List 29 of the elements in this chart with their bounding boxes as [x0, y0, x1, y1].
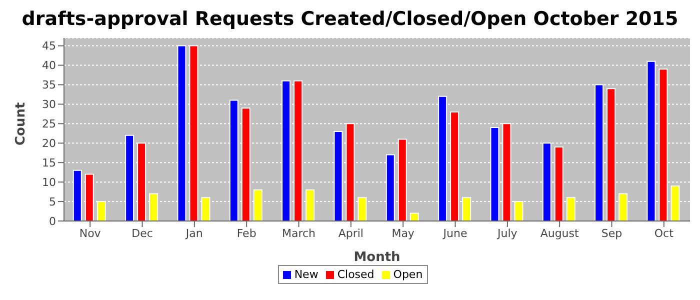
x-axis-title: Month: [354, 250, 400, 265]
y-tick-label: 5: [49, 195, 56, 208]
y-tick-label: 0: [49, 214, 56, 228]
y-axis-title: Count: [14, 102, 29, 146]
x-tick-label: Oct: [654, 226, 674, 240]
x-tick-label: May: [392, 226, 415, 240]
x-tick-label: June: [442, 226, 468, 240]
x-tick-label: Jan: [184, 226, 203, 240]
legend-label: Open: [393, 268, 423, 281]
chart-title: drafts-approval Requests Created/Closed/Open October 2015: [20, 8, 680, 32]
bar: [410, 212, 419, 221]
x-tick-label: Feb: [236, 226, 256, 240]
y-tick-label: 30: [42, 98, 56, 112]
y-tick-label: 40: [42, 59, 56, 72]
x-tick-label: Sep: [601, 226, 622, 240]
legend-label: New: [294, 268, 318, 281]
y-tick-label: 15: [42, 156, 56, 170]
x-tick-label: Nov: [79, 226, 102, 240]
x-tick-label: April: [338, 226, 364, 240]
legend-label: Closed: [337, 268, 374, 281]
y-tick-label: 35: [42, 78, 56, 92]
x-tick-label: March: [282, 226, 316, 240]
x-tick-label: Dec: [132, 226, 153, 240]
y-tick-label: 20: [42, 137, 56, 150]
y-tick-label: 45: [42, 40, 56, 53]
x-tick-label: July: [496, 226, 518, 240]
y-tick-label: 10: [42, 176, 56, 189]
x-tick-label: August: [540, 226, 580, 240]
y-tick-label: 25: [42, 118, 56, 131]
